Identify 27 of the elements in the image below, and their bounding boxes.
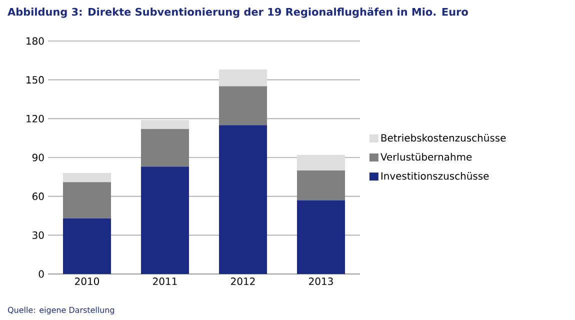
y-tick-label: 30 — [32, 231, 44, 239]
bar — [63, 173, 111, 182]
bar — [141, 120, 189, 130]
y-tick-label: 150 — [26, 76, 44, 84]
bar — [219, 69, 267, 86]
y-tick-label: 90 — [32, 154, 44, 162]
legend-label: Verlustübernahme — [380, 152, 472, 161]
bar — [297, 154, 345, 170]
legend-label: Investitionszuschüsse — [381, 172, 489, 180]
legend-label: Betriebskostenzuschüsse — [381, 134, 506, 142]
x-tick-label: 2010 — [75, 278, 100, 286]
x-tick-label: 2011 — [153, 278, 177, 286]
bar — [219, 125, 267, 274]
bar — [141, 166, 189, 274]
y-tick-label: 180 — [26, 37, 44, 45]
y-tick-label: 60 — [32, 192, 44, 200]
bar — [63, 218, 111, 274]
bar — [63, 182, 111, 218]
bar — [141, 129, 189, 167]
chart-title: Abbildung 3: Direkte Subventionierung der 19 Regionalflughäfen in Mio. Euro — [8, 8, 468, 18]
y-tick-label: 0 — [38, 270, 44, 278]
bar — [297, 200, 345, 274]
y-tick-label: 120 — [26, 114, 44, 122]
x-tick-label: 2013 — [309, 278, 333, 286]
x-tick-label: 2012 — [231, 278, 255, 286]
bar — [297, 170, 345, 200]
bar — [219, 86, 267, 126]
